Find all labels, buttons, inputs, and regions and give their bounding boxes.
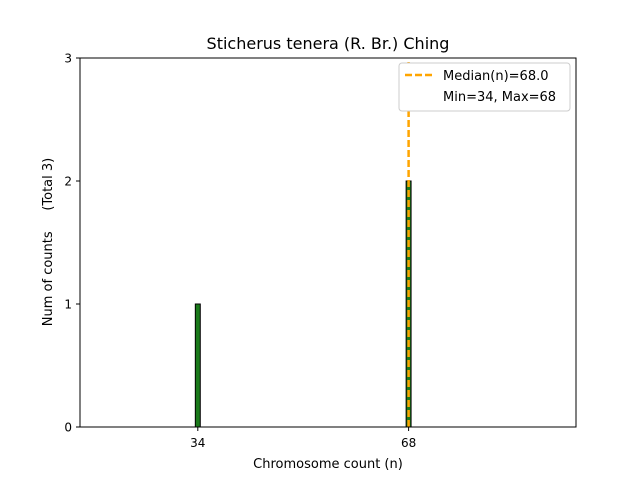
legend-range-label: Min=34, Max=68 bbox=[443, 90, 556, 105]
x-tick-label: 68 bbox=[401, 436, 416, 450]
legend-median-label: Median(n)=68.0 bbox=[443, 69, 549, 84]
y-tick-label: 3 bbox=[64, 52, 72, 66]
y-tick-label: 1 bbox=[64, 298, 72, 312]
x-axis-ticks: 34 68 bbox=[190, 427, 416, 450]
x-axis-label: Chromosome count (n) bbox=[253, 457, 403, 472]
y-tick-label: 2 bbox=[64, 175, 72, 189]
x-tick-label: 34 bbox=[190, 436, 205, 450]
y-tick-label: 0 bbox=[64, 421, 72, 435]
legend: Median(n)=68.0 Min=34, Max=68 bbox=[398, 62, 571, 112]
axes-frame bbox=[79, 57, 577, 428]
bar-34 bbox=[194, 303, 201, 428]
chart-title: Sticherus tenera (R. Br.) Ching bbox=[207, 34, 450, 53]
y-axis-label: Num of counts (Total 3) bbox=[41, 158, 56, 326]
legend-box bbox=[398, 62, 571, 112]
y-axis-ticks: 0 1 2 3 bbox=[64, 52, 80, 435]
